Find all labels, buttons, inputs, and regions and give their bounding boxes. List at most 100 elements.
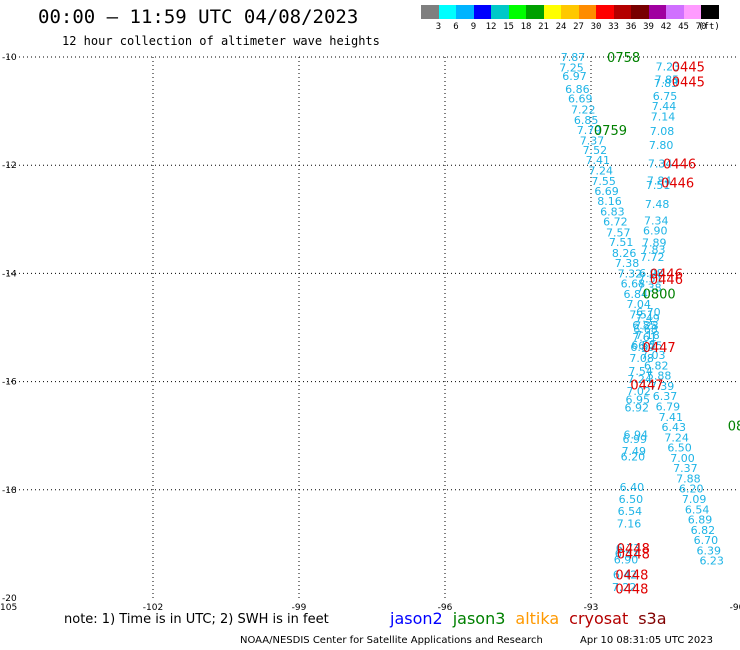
wave-height-value: 7.09 bbox=[682, 493, 707, 506]
wave-height-value: 6.70 bbox=[694, 534, 719, 547]
wave-height-value: 7.02 bbox=[626, 385, 651, 398]
wave-height-value: 7.14 bbox=[651, 111, 676, 124]
y-tick-label: -10 bbox=[2, 53, 17, 63]
pass-time-label: 0446 bbox=[650, 267, 683, 282]
pass-time-label: 0448 bbox=[617, 548, 650, 563]
legend-swatch bbox=[596, 5, 614, 19]
wave-height-value: 7.41 bbox=[659, 411, 684, 424]
wave-height-value: 6.90 bbox=[614, 554, 639, 567]
data-labels: 7.877.256.976.866.697.226.857.797.377.52… bbox=[559, 51, 724, 594]
x-tick-label: -105 bbox=[0, 603, 17, 613]
wave-height-value: 7.16 bbox=[617, 517, 642, 530]
legend-swatch bbox=[701, 5, 719, 19]
pass-time-label: 0758 bbox=[607, 51, 640, 66]
wave-height-value: 7.57 bbox=[606, 226, 631, 239]
wave-height-value: 6.50 bbox=[619, 493, 644, 506]
wave-height-value: 7.32 bbox=[618, 267, 643, 280]
chart-subtitle: 12 hour collection of altimeter wave hei… bbox=[62, 34, 380, 48]
wave-height-value: 6.89 bbox=[688, 514, 713, 527]
wave-height-value: 7.51 bbox=[646, 179, 671, 192]
x-tick-label: -102 bbox=[143, 603, 163, 613]
legend-tick-label: (ft) bbox=[698, 22, 720, 32]
wave-height-value: 6.84 bbox=[624, 288, 649, 301]
chart-axes: -105 -102 -99 -96 -93 -90 -10 -12 -14 -16 -18 -20 bbox=[0, 53, 740, 613]
wave-height-value: 6.69 bbox=[594, 185, 619, 198]
wave-height-value: 7.38 bbox=[637, 281, 662, 294]
wave-height-value: 7.83 bbox=[641, 244, 666, 257]
y-tick-label: -18 bbox=[2, 486, 17, 496]
wave-height-value: 7.38 bbox=[615, 257, 640, 270]
legend-tick-label: 70 bbox=[695, 22, 707, 32]
pass-time-label: 0800 bbox=[643, 287, 676, 302]
wave-height-value: 7.37 bbox=[580, 134, 605, 147]
wave-height-value: 7.48 bbox=[645, 198, 670, 211]
color-legend bbox=[421, 5, 719, 19]
wave-height-value: 6.42 bbox=[613, 569, 638, 582]
legend-swatch bbox=[421, 5, 439, 19]
wave-height-value: 6.94 bbox=[624, 429, 649, 442]
pass-time-label: 0446 bbox=[661, 177, 694, 192]
legend-swatch bbox=[613, 5, 631, 19]
wave-height-value: 6.69 bbox=[568, 93, 593, 106]
wave-height-value: 6.68 bbox=[633, 323, 658, 336]
wave-height-value: 7.55 bbox=[591, 175, 616, 188]
wave-height-value: 7.39 bbox=[650, 380, 675, 393]
wave-height-value: 7.37 bbox=[673, 462, 698, 475]
legend-tick-label: 24 bbox=[555, 22, 567, 32]
pass-time-label: 0448 bbox=[617, 542, 650, 557]
wave-height-value: 6.37 bbox=[653, 390, 678, 403]
chart-grid bbox=[7, 56, 737, 598]
pass-time-label: 0447 bbox=[630, 378, 663, 393]
legend-tick-label: 15 bbox=[503, 22, 514, 32]
wave-height-value: 7.41 bbox=[586, 154, 611, 167]
wave-height-value: 7.04 bbox=[626, 298, 651, 311]
wave-height-value: 7.22 bbox=[571, 103, 596, 116]
pass-time-label: 0801 bbox=[728, 419, 740, 434]
wave-height-value: 5.88 bbox=[647, 370, 672, 383]
wave-height-value: 6.70 bbox=[636, 306, 661, 319]
pass-time-label: 0446 bbox=[663, 158, 696, 173]
wave-height-value: 7.34 bbox=[648, 158, 673, 171]
legend-swatch bbox=[578, 5, 596, 19]
legend-swatch bbox=[491, 5, 509, 19]
wave-height-value: 6.75 bbox=[638, 339, 663, 352]
wave-height-value: 7.08 bbox=[629, 352, 654, 365]
wave-height-value: 6.99 bbox=[623, 433, 648, 446]
wave-height-value: 6.54 bbox=[618, 505, 643, 518]
pass-time-label: 0445 bbox=[672, 61, 705, 76]
wave-height-value: 6.85 bbox=[574, 114, 599, 127]
wave-height-value: 7.25 bbox=[559, 61, 584, 74]
satellite-altika: altika bbox=[515, 609, 560, 628]
wave-height-value: 7.72 bbox=[640, 251, 665, 264]
legend-swatch bbox=[631, 5, 649, 19]
wave-height-value: 6.20 bbox=[679, 483, 704, 496]
wave-height-value: 6.23 bbox=[699, 555, 724, 568]
y-tick-label: -12 bbox=[2, 161, 17, 171]
pass-time-label: 0446 bbox=[650, 273, 683, 288]
legend-swatch bbox=[456, 5, 474, 19]
footer-note: note: 1) Time is in UTC; 2) SWH is in fe… bbox=[64, 612, 329, 627]
color-legend-labels: 3 6 9 12 15 18 21 24 27 30 33 36 39 42 45 70 (ft) bbox=[421, 22, 740, 34]
wave-height-value: 7.24 bbox=[627, 373, 652, 386]
wave-height-value: 6.97 bbox=[562, 70, 587, 83]
legend-swatch bbox=[438, 5, 456, 19]
wave-height-value: 6.82 bbox=[644, 359, 669, 372]
wave-height-value: 7.87 bbox=[561, 51, 586, 64]
satellite-legend: jason2 jason3 altika cryosat s3a bbox=[390, 609, 677, 628]
pass-time-label: 0447 bbox=[643, 341, 676, 356]
time-labels: 0758075908000801044504450446044604460446… bbox=[594, 51, 740, 597]
wave-height-value: 7.54 bbox=[628, 365, 653, 378]
y-tick-label: -20 bbox=[2, 594, 17, 604]
legend-tick-label: 18 bbox=[520, 22, 532, 32]
wave-height-value: 7.85 bbox=[655, 74, 680, 87]
wave-height-value: 7.51 bbox=[638, 272, 663, 285]
legend-tick-label: 6 bbox=[453, 22, 459, 32]
wave-height-value: 6.98 bbox=[639, 267, 664, 280]
x-tick-label: -96 bbox=[438, 603, 453, 613]
wave-height-value: 6.79 bbox=[656, 400, 681, 413]
legend-tick-label: 33 bbox=[608, 22, 619, 32]
satellite-jason3: jason3 bbox=[452, 609, 506, 628]
wave-height-value: 7.34 bbox=[644, 214, 669, 227]
legend-tick-label: 12 bbox=[485, 22, 497, 32]
